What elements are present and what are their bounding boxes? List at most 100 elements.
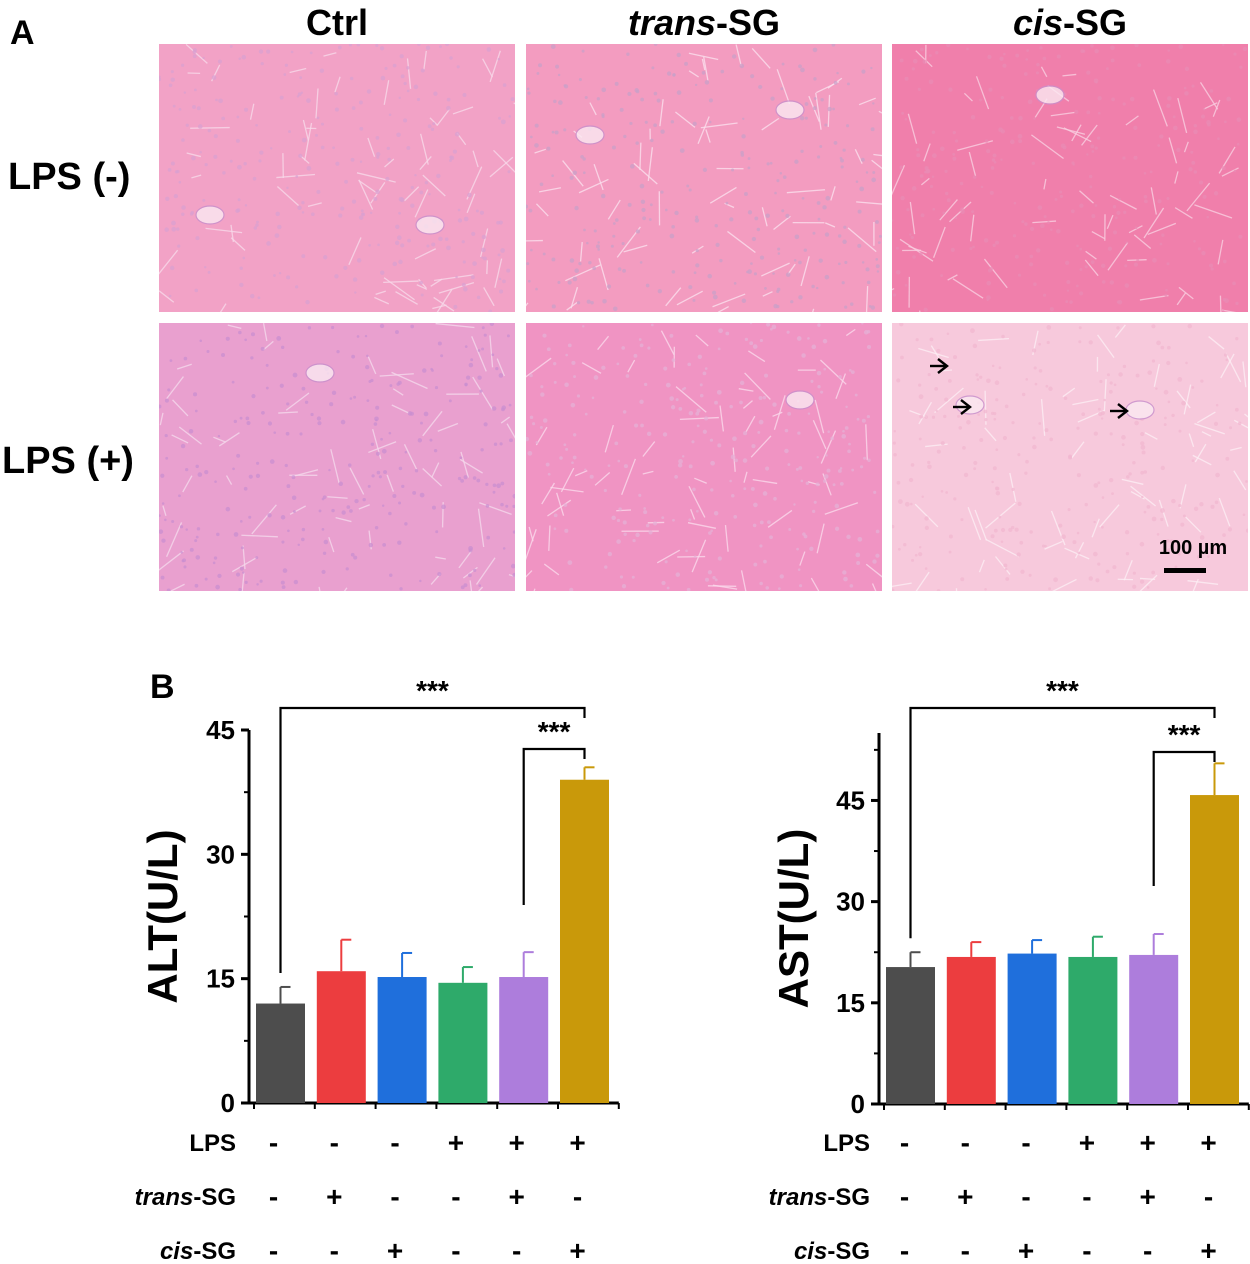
vessel-feature (575, 125, 605, 145)
bar-4 (499, 977, 549, 1103)
treatment-sign: - (451, 1235, 460, 1264)
vessel-feature (195, 205, 225, 225)
treatment-sign: - (451, 1181, 460, 1212)
y-axis-label: AST(U/L) (770, 829, 817, 1009)
arrow-icon (953, 399, 972, 415)
micrograph-r1-c1 (526, 323, 882, 591)
bar-2 (1007, 953, 1057, 1104)
treatment-sign: + (1140, 1181, 1156, 1212)
treatment-sign: + (569, 1235, 585, 1264)
vessel-feature (785, 390, 815, 410)
bar-0 (256, 1003, 305, 1103)
treatment-sign: - (1143, 1235, 1152, 1264)
treatment-sign: - (900, 1181, 909, 1212)
significance-label: *** (1046, 675, 1079, 706)
significance-bracket-1 (1152, 750, 1216, 886)
treatment-sign: - (269, 1127, 278, 1158)
bar-3 (1068, 956, 1118, 1104)
bar-1 (946, 956, 996, 1104)
y-tick-label: 30 (836, 887, 865, 917)
treatment-label-1: trans-SG (135, 1184, 236, 1211)
treatment-sign: - (900, 1235, 909, 1264)
treatment-sign: + (1140, 1127, 1156, 1158)
treatment-sign: + (957, 1181, 973, 1212)
treatment-sign: + (1079, 1127, 1095, 1158)
treatment-sign: - (330, 1127, 339, 1158)
vessel-feature (305, 363, 335, 383)
treatment-sign: + (387, 1235, 403, 1264)
vessel-feature (415, 215, 445, 235)
arrow-icon (1110, 403, 1129, 419)
bar-5 (560, 779, 609, 1103)
bar-0 (886, 967, 935, 1104)
y-tick-label: 45 (836, 785, 865, 815)
treatment-sign: + (569, 1127, 585, 1158)
scale-bar-label: 100 µm (1159, 537, 1227, 559)
bar-5 (1190, 795, 1239, 1104)
treatment-sign: + (1200, 1127, 1216, 1158)
y-axis-label: ALT(U/L) (139, 829, 186, 1003)
micrograph-r0-c2 (892, 44, 1248, 312)
bar-charts: 0 15 30 45 ALT(U/L) *** *** LPS - - - + + + trans-SG - +… (135, 675, 1250, 1264)
micrograph-r1-c2 (892, 323, 1248, 591)
significance-bracket-0 (279, 706, 586, 973)
treatment-sign: + (509, 1181, 525, 1212)
micrograph-grid: 100 µm (159, 44, 1248, 591)
treatment-label-2: cis-SG (794, 1238, 870, 1264)
vessel-feature (775, 100, 805, 120)
chart-0: 0 15 30 45 ALT(U/L) *** *** LPS - - - + + + trans-SG - +… (135, 675, 620, 1264)
significance-label: *** (416, 675, 449, 706)
bar-3 (438, 982, 488, 1103)
treatment-sign: - (512, 1235, 521, 1264)
treatment-label-1: trans-SG (769, 1184, 870, 1211)
treatment-sign: - (961, 1235, 970, 1264)
treatment-sign: - (1082, 1181, 1091, 1212)
significance-bracket-1 (522, 747, 586, 905)
micrograph-r0-c1 (526, 44, 882, 312)
bar-2 (377, 977, 427, 1103)
column-title-ctrl: Ctrl (306, 2, 368, 43)
column-title-trans: trans-SG (627, 2, 781, 43)
vessel-feature (1125, 400, 1155, 420)
treatment-sign: + (509, 1127, 525, 1158)
chart-1: 0 15 30 45 AST(U/L) *** *** LPS - - - + + + trans-SG - +… (769, 675, 1250, 1264)
y-tick-label: 15 (836, 988, 865, 1018)
arrow-icon (930, 358, 949, 374)
treatment-sign: - (1082, 1235, 1091, 1264)
vessel-feature (1035, 85, 1065, 105)
panel-a-letter: A (10, 14, 35, 52)
row-title-1: LPS (+) (2, 440, 134, 482)
treatment-sign: + (1200, 1235, 1216, 1264)
row-title-0: LPS (-) (8, 156, 131, 198)
vessel-feature (955, 395, 985, 415)
significance-label: *** (1168, 719, 1201, 750)
treatment-sign: - (900, 1127, 909, 1158)
treatment-sign: - (390, 1181, 399, 1212)
treatment-label-0: LPS (823, 1130, 870, 1157)
treatment-sign: - (390, 1127, 399, 1158)
treatment-sign: - (1204, 1181, 1213, 1212)
treatment-sign: - (269, 1181, 278, 1212)
treatment-sign: - (1021, 1127, 1030, 1158)
treatment-sign: + (326, 1181, 342, 1212)
micrograph-r0-c0 (159, 44, 515, 312)
treatment-sign: - (269, 1235, 278, 1264)
micrograph-r1-c0 (159, 323, 515, 591)
treatment-sign: - (573, 1181, 582, 1212)
y-tick-label: 30 (206, 839, 235, 869)
y-tick-label: 0 (851, 1089, 865, 1119)
y-tick-label: 45 (206, 715, 235, 745)
significance-label: *** (538, 716, 571, 747)
scale-bar (1164, 568, 1206, 573)
treatment-sign: - (330, 1235, 339, 1264)
bar-1 (316, 971, 366, 1103)
treatment-label-0: LPS (189, 1130, 236, 1157)
bar-4 (1129, 954, 1179, 1104)
treatment-sign: - (1021, 1181, 1030, 1212)
panel-b-letter: B (150, 668, 175, 706)
column-title-cis: cis-SG (1012, 2, 1128, 43)
treatment-sign: + (1018, 1235, 1034, 1264)
treatment-label-2: cis-SG (160, 1238, 236, 1264)
significance-bracket-0 (909, 706, 1216, 939)
y-tick-label: 15 (206, 964, 235, 994)
